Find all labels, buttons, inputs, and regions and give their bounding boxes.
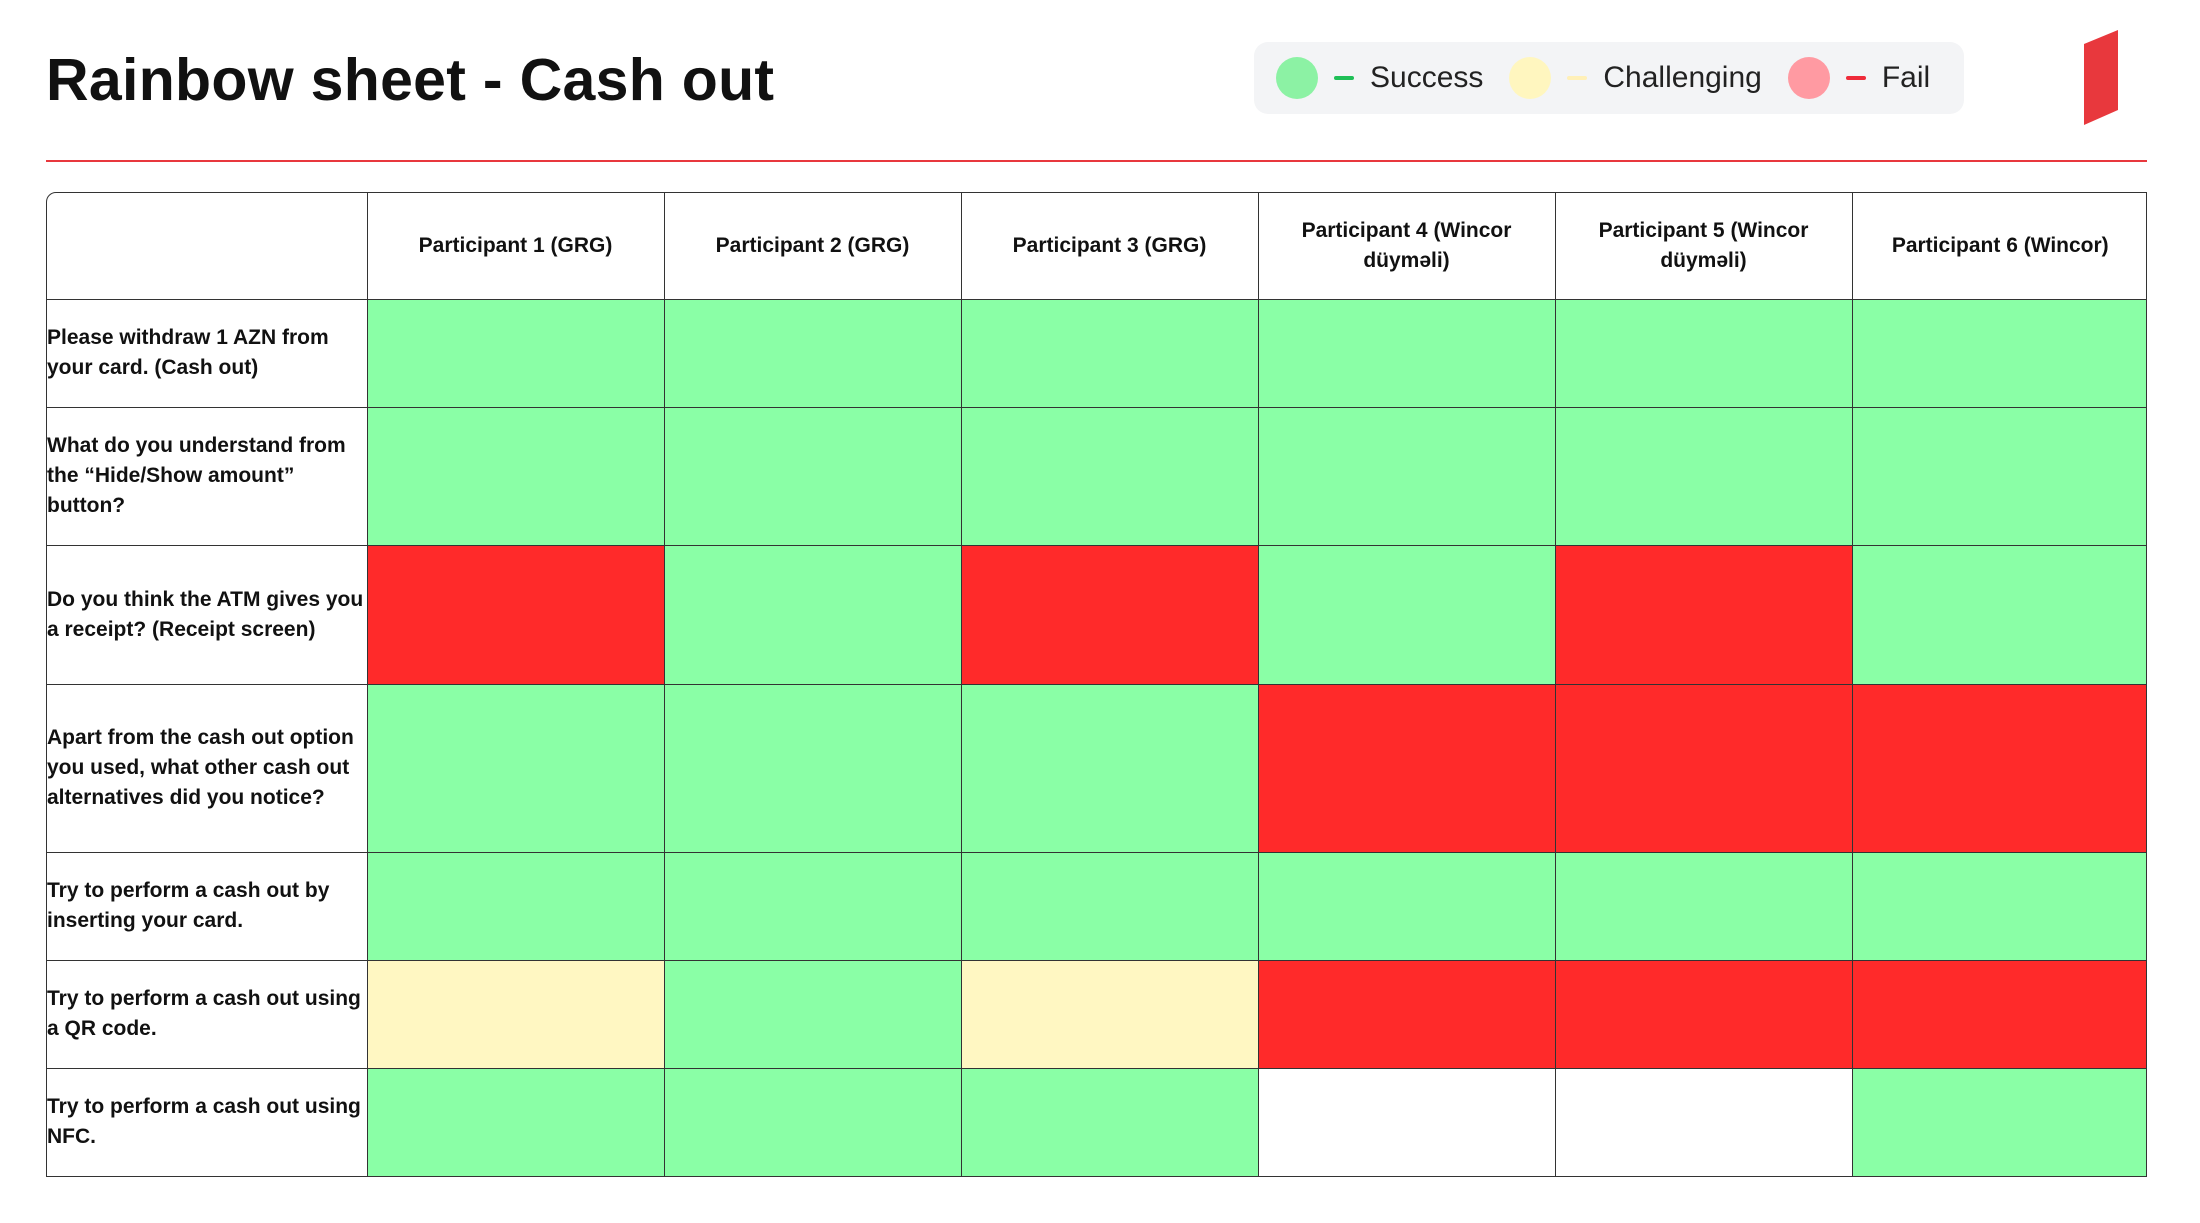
result-cell-empty: [1257, 1067, 1556, 1176]
legend-label-challenging: Challenging: [1603, 61, 1762, 94]
result-cell-success: [1851, 298, 2146, 408]
task-label: Please withdraw 1 AZN from your card. (C…: [47, 298, 368, 408]
result-cell-success: [1257, 406, 1556, 546]
column-header: Participant 2 (GRG): [663, 193, 962, 300]
result-cell-success: [1554, 851, 1853, 961]
result-cell-success: [366, 298, 665, 408]
result-cell-success: [663, 406, 962, 546]
column-header: Participant 5 (Wincor düyməli): [1554, 193, 1853, 300]
brand-logo-icon: [2084, 30, 2118, 125]
corner-cell: [47, 193, 368, 300]
result-cell-success: [1554, 298, 1853, 408]
result-cell-success: [960, 1067, 1259, 1176]
result-cell-challenging: [960, 959, 1259, 1069]
result-cell-fail: [1554, 683, 1853, 853]
task-label: Try to perform a cash out using a QR cod…: [47, 959, 368, 1069]
result-cell-success: [663, 851, 962, 961]
page-title: Rainbow sheet - Cash out: [46, 47, 775, 113]
result-cell-fail: [960, 544, 1259, 685]
table-row: Try to perform a cash out by inserting y…: [47, 851, 2146, 961]
result-cell-success: [1257, 851, 1556, 961]
table-row: What do you understand from the “Hide/Sh…: [47, 406, 2146, 546]
task-label: Try to perform a cash out using NFC.: [47, 1067, 368, 1176]
table-row: Apart from the cash out option you used,…: [47, 683, 2146, 853]
result-cell-success: [366, 406, 665, 546]
result-cell-success: [960, 683, 1259, 853]
result-cell-success: [663, 298, 962, 408]
legend-item-fail: Fail: [1787, 57, 1931, 99]
table-row: Please withdraw 1 AZN from your card. (C…: [47, 298, 2146, 408]
legend-item-success: Success: [1276, 57, 1483, 99]
result-cell-success: [366, 851, 665, 961]
task-label: Apart from the cash out option you used,…: [47, 683, 368, 853]
column-header: Participant 3 (GRG): [960, 193, 1259, 300]
result-cell-success: [366, 1067, 665, 1176]
fail-dot-icon: [1787, 57, 1830, 99]
rainbow-table: Participant 1 (GRG) Participant 2 (GRG) …: [47, 193, 2146, 1176]
dash-icon: [1567, 76, 1588, 80]
result-cell-success: [1554, 406, 1853, 546]
table-row: Try to perform a cash out using NFC.: [47, 1067, 2146, 1176]
result-cell-fail: [1257, 683, 1556, 853]
result-cell-success: [663, 683, 962, 853]
legend-label-fail: Fail: [1881, 61, 1931, 94]
result-cell-success: [663, 959, 962, 1069]
result-cell-success: [960, 851, 1259, 961]
result-cell-success: [1851, 1067, 2146, 1176]
result-cell-success: [663, 1067, 962, 1176]
task-label: What do you understand from the “Hide/Sh…: [47, 406, 368, 546]
legend-label-success: Success: [1370, 61, 1484, 94]
task-label: Do you think the ATM gives you a receipt…: [47, 544, 368, 685]
legend-item-challenging: Challenging: [1509, 57, 1762, 99]
challenging-dot-icon: [1509, 57, 1552, 99]
result-cell-fail: [1554, 544, 1853, 685]
result-cell-success: [1851, 544, 2146, 685]
result-cell-success: [1851, 406, 2146, 546]
result-cell-fail: [1851, 683, 2146, 853]
success-dot-icon: [1276, 57, 1318, 99]
column-header: Participant 6 (Wincor): [1851, 193, 2146, 300]
result-cell-success: [1851, 851, 2146, 961]
column-header: Participant 1 (GRG): [366, 193, 665, 300]
result-cell-challenging: [366, 959, 665, 1069]
result-cell-success: [366, 683, 665, 853]
result-cell-fail: [1851, 959, 2146, 1069]
table-row: Try to perform a cash out using a QR cod…: [47, 959, 2146, 1069]
result-cell-empty: [1554, 1067, 1853, 1176]
legend: Success Challenging Fail: [1254, 42, 1964, 114]
result-cell-success: [663, 544, 962, 685]
result-cell-fail: [366, 544, 665, 685]
table-row: Do you think the ATM gives you a receipt…: [47, 544, 2146, 685]
result-cell-success: [960, 406, 1259, 546]
dash-icon: [1334, 76, 1354, 80]
column-header: Participant 4 (Wincor düyməli): [1257, 193, 1556, 300]
rainbow-table-frame: Participant 1 (GRG) Participant 2 (GRG) …: [46, 192, 2147, 1177]
dash-icon: [1845, 76, 1866, 80]
result-cell-success: [1257, 298, 1556, 408]
result-cell-fail: [1554, 959, 1853, 1069]
title-divider: [46, 160, 2147, 162]
task-label: Try to perform a cash out by inserting y…: [47, 851, 368, 961]
result-cell-success: [1257, 544, 1556, 685]
result-cell-fail: [1257, 959, 1556, 1069]
header-row: Participant 1 (GRG) Participant 2 (GRG) …: [47, 193, 2146, 300]
result-cell-success: [960, 298, 1259, 408]
